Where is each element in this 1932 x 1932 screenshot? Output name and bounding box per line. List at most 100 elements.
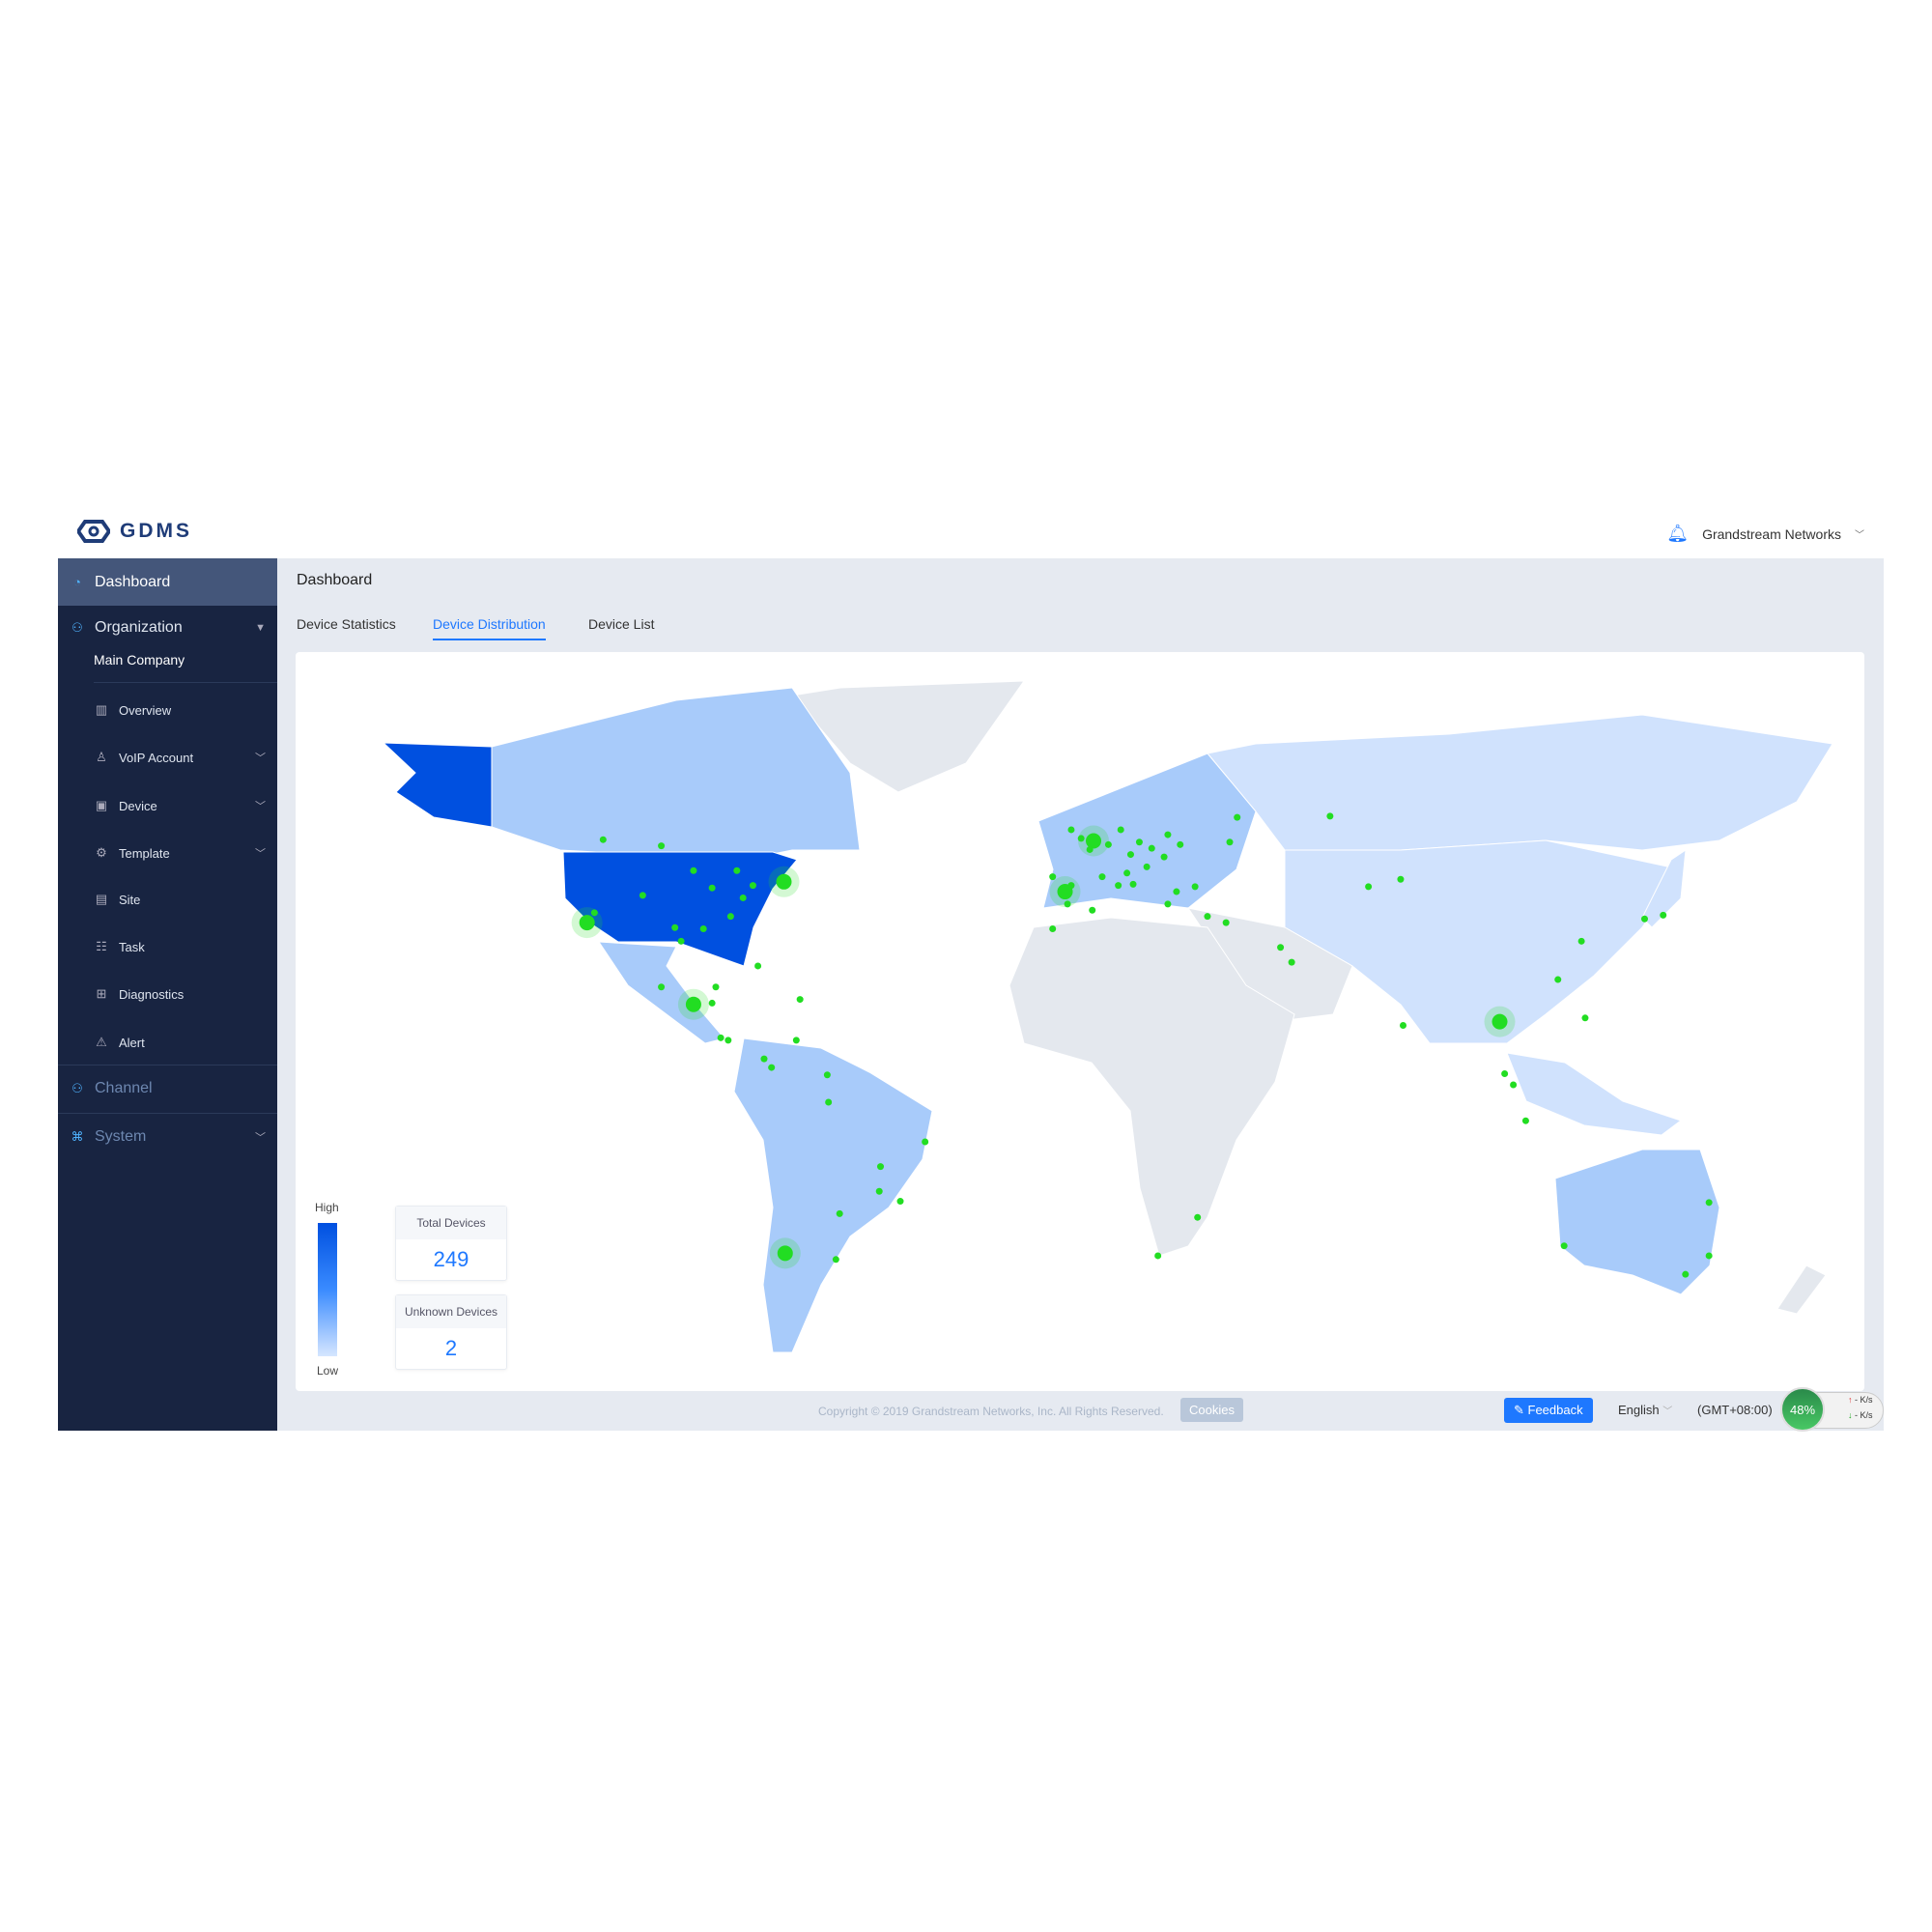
device-location-dot[interactable] xyxy=(1660,911,1667,919)
device-location-dot[interactable] xyxy=(699,925,707,932)
country-new-zealand[interactable] xyxy=(1776,1264,1827,1315)
device-location-dot[interactable] xyxy=(1577,937,1585,945)
sidebar-item-device[interactable]: ▣ Device ﹀ xyxy=(58,794,277,817)
country-africa[interactable] xyxy=(1009,917,1295,1257)
device-location-dot[interactable] xyxy=(1521,1117,1529,1124)
device-location-dot[interactable] xyxy=(708,999,716,1007)
device-location-dot[interactable] xyxy=(1397,875,1405,883)
device-location-dot[interactable] xyxy=(1365,883,1373,891)
sidebar-item-task[interactable]: ☷ Task xyxy=(58,935,277,958)
device-location-dot[interactable] xyxy=(1173,888,1180,895)
device-location-dot[interactable] xyxy=(1089,906,1096,914)
feedback-button[interactable]: ✎ Feedback xyxy=(1504,1398,1593,1423)
device-location-dot[interactable] xyxy=(1234,813,1241,821)
device-location-dot[interactable] xyxy=(1164,831,1172,838)
device-location-dot[interactable] xyxy=(1510,1081,1518,1089)
sidebar-item-diagnostics[interactable]: ⊞ Diagnostics xyxy=(58,982,277,1006)
device-location-dot[interactable] xyxy=(1077,835,1085,842)
device-location-dot[interactable] xyxy=(1640,915,1648,923)
device-location-dot[interactable] xyxy=(1492,1013,1508,1030)
gdms-logo[interactable]: GDMS xyxy=(77,520,192,543)
world-map[interactable] xyxy=(296,652,1864,1391)
device-location-dot[interactable] xyxy=(836,1209,843,1217)
device-location-dot[interactable] xyxy=(1148,844,1155,852)
device-location-dot[interactable] xyxy=(1222,919,1230,926)
device-location-dot[interactable] xyxy=(685,996,701,1012)
sidebar-item-system[interactable]: ⌘ System ﹀ xyxy=(58,1125,277,1149)
country-asia[interactable] xyxy=(1284,839,1682,1044)
device-location-dot[interactable] xyxy=(1326,812,1334,820)
device-location-dot[interactable] xyxy=(1098,873,1106,881)
country-russia[interactable] xyxy=(1207,714,1833,851)
device-location-dot[interactable] xyxy=(599,836,607,843)
device-location-dot[interactable] xyxy=(739,894,747,901)
device-location-dot[interactable] xyxy=(1115,882,1122,890)
device-location-dot[interactable] xyxy=(877,1163,885,1171)
device-location-dot[interactable] xyxy=(724,1037,732,1044)
device-location-dot[interactable] xyxy=(823,1071,831,1079)
device-location-dot[interactable] xyxy=(922,1138,929,1146)
device-location-dot[interactable] xyxy=(1277,944,1285,952)
sidebar-item-site[interactable]: ▤ Site xyxy=(58,888,277,911)
country-japan[interactable] xyxy=(1641,848,1687,928)
tab-device-distribution[interactable]: Device Distribution xyxy=(433,616,546,640)
device-location-dot[interactable] xyxy=(1086,845,1094,853)
device-location-dot[interactable] xyxy=(717,1034,724,1041)
device-location-dot[interactable] xyxy=(1164,900,1172,908)
device-location-dot[interactable] xyxy=(1160,853,1168,861)
tab-device-statistics[interactable]: Device Statistics xyxy=(297,616,396,632)
user-menu[interactable]: Grandstream Networks xyxy=(1702,526,1841,542)
device-location-dot[interactable] xyxy=(1123,869,1131,877)
device-location-dot[interactable] xyxy=(1049,873,1057,881)
device-location-dot[interactable] xyxy=(1191,883,1199,891)
device-location-dot[interactable] xyxy=(1560,1242,1568,1250)
device-location-dot[interactable] xyxy=(1226,838,1234,846)
sidebar-item-dashboard[interactable]: ◔ Dashboard xyxy=(58,558,277,606)
device-location-dot[interactable] xyxy=(760,1055,768,1063)
device-location-dot[interactable] xyxy=(712,983,720,991)
sidebar-item-alert[interactable]: ⚠ Alert xyxy=(58,1031,277,1054)
chevron-down-icon[interactable]: ﹀ xyxy=(1855,530,1864,541)
device-location-dot[interactable] xyxy=(1129,880,1137,888)
device-location-dot[interactable] xyxy=(726,913,734,921)
cpu-usage-gauge[interactable]: 48% xyxy=(1780,1387,1825,1432)
country-usa[interactable] xyxy=(562,851,798,967)
device-location-dot[interactable] xyxy=(1104,840,1112,848)
device-location-dot[interactable] xyxy=(1049,925,1057,932)
device-location-dot[interactable] xyxy=(1067,826,1075,834)
sidebar-item-overview[interactable]: ▥ Overview xyxy=(58,698,277,722)
device-location-dot[interactable] xyxy=(658,983,666,991)
device-location-dot[interactable] xyxy=(590,909,598,917)
country-canada[interactable] xyxy=(491,687,861,861)
device-location-dot[interactable] xyxy=(832,1256,839,1264)
country-southeast-asia[interactable] xyxy=(1506,1052,1683,1136)
device-location-dot[interactable] xyxy=(690,867,697,874)
device-location-dot[interactable] xyxy=(579,915,595,931)
device-location-dot[interactable] xyxy=(776,873,792,890)
device-location-dot[interactable] xyxy=(1126,851,1134,859)
device-location-dot[interactable] xyxy=(792,1037,800,1044)
country-australia[interactable] xyxy=(1554,1149,1720,1295)
bell-icon[interactable]: 🔔︎ xyxy=(1666,524,1690,543)
country-south-america[interactable] xyxy=(733,1037,933,1353)
tab-device-list[interactable]: Device List xyxy=(588,616,655,632)
device-location-dot[interactable] xyxy=(768,1064,776,1071)
device-location-dot[interactable] xyxy=(1194,1213,1202,1221)
country-alaska[interactable] xyxy=(382,742,493,828)
country-greenland[interactable] xyxy=(791,680,1025,793)
sidebar-item-organization[interactable]: ⚇ Organization ▼ xyxy=(58,614,277,641)
device-location-dot[interactable] xyxy=(1154,1252,1162,1260)
device-location-dot[interactable] xyxy=(1177,840,1184,848)
device-location-dot[interactable] xyxy=(1117,826,1124,834)
sidebar-item-template[interactable]: ⚙ Template ﹀ xyxy=(58,841,277,865)
sidebar-item-channel[interactable]: ⚇ Channel xyxy=(58,1077,277,1100)
device-location-dot[interactable] xyxy=(708,884,716,892)
device-location-dot[interactable] xyxy=(1204,913,1211,921)
device-location-dot[interactable] xyxy=(1554,976,1562,983)
device-location-dot[interactable] xyxy=(658,842,666,850)
device-location-dot[interactable] xyxy=(1400,1021,1407,1029)
country-europe[interactable] xyxy=(1037,753,1257,909)
sidebar-item-main-company[interactable]: Main Company xyxy=(58,648,277,671)
device-location-dot[interactable] xyxy=(1705,1199,1713,1207)
device-location-dot[interactable] xyxy=(825,1098,833,1106)
